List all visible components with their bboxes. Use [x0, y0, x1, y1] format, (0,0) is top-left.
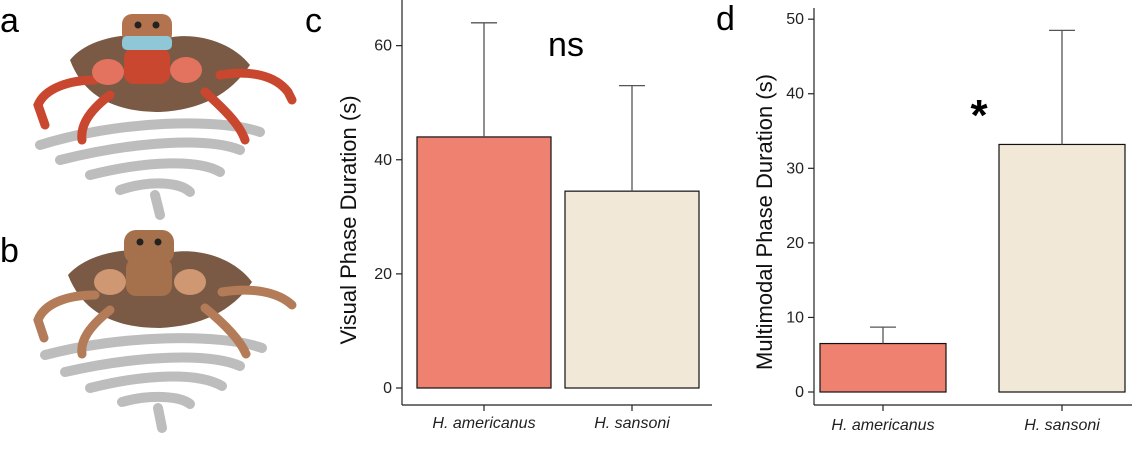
chart-c-error-bars: [471, 22, 645, 192]
y-tick-label: 10: [786, 309, 804, 326]
spider-illustration-americanus: [33, 14, 297, 220]
spider-a-band: [122, 36, 172, 50]
y-tick-label: 60: [374, 38, 392, 55]
x-category-label: H. sansoni: [1024, 417, 1100, 434]
spider-b-head: [124, 230, 174, 264]
spider-b-chelicerae: [126, 258, 172, 296]
spider-b-shadow: [40, 333, 267, 433]
chart-c-significance: ns: [548, 26, 584, 64]
spider-b-legs: [33, 285, 297, 359]
spider-a-pedipalp-right: [170, 57, 202, 83]
spider-b-eye-left: [136, 238, 144, 246]
x-category-label: H. americanus: [831, 417, 934, 434]
spider-b-pedipalp-left: [94, 269, 126, 295]
spider-b-eye-right: [154, 238, 162, 246]
panel-letter-b: b: [0, 232, 19, 270]
chart-d-ylabel: Multimodal Phase Duration (s): [752, 74, 777, 370]
bar-americanus: [819, 342, 947, 393]
chart-visual-phase: Visual Phase Duration (s) 0 20 40 60 H. ame…: [336, 0, 712, 432]
spider-a-shadow: [35, 118, 265, 220]
spider-a-chelicerae: [124, 48, 170, 84]
y-tick-label: 40: [374, 152, 392, 169]
panel-letter-d: d: [716, 0, 735, 38]
bar-americanus: [416, 136, 552, 389]
chart-c-ticks: 0 20 40 60: [374, 38, 402, 397]
chart-c-bars: [416, 136, 700, 389]
y-tick-label: 30: [786, 160, 804, 177]
chart-c-category-labels: H. americanus H. sansoni: [432, 405, 670, 432]
chart-d-ticks: 0 10 20 30 40 50: [786, 11, 814, 401]
x-category-label: H. sansoni: [594, 415, 670, 432]
chart-d-bars: [819, 143, 1126, 393]
spider-a-eye-left: [134, 21, 142, 29]
y-tick-label: 50: [786, 11, 804, 28]
bar-sansoni: [564, 190, 700, 389]
chart-c-ylabel: Visual Phase Duration (s): [336, 95, 361, 344]
spider-illustration-sansoni: [33, 230, 297, 433]
panel-letter-a: a: [0, 2, 19, 40]
chart-multimodal-phase: Multimodal Phase Duration (s) 0 10 20 30 40 5…: [752, 8, 1132, 434]
spider-a-eye-right: [152, 21, 160, 29]
y-tick-label: 40: [786, 86, 804, 103]
chart-d-category-labels: H. americanus H. sansoni: [831, 405, 1100, 434]
y-tick-label: 0: [795, 384, 804, 401]
spider-b-pedipalp-right: [174, 269, 206, 295]
spider-a-legs: [33, 68, 297, 145]
y-tick-label: 20: [786, 235, 804, 252]
chart-d-error-bars: [870, 29, 1075, 344]
bar-sansoni: [998, 143, 1126, 393]
chart-d-significance: *: [970, 91, 988, 140]
panel-letter-c: c: [305, 2, 322, 40]
spider-a-pedipalp-left: [92, 59, 124, 85]
x-category-label: H. americanus: [432, 415, 535, 432]
y-tick-label: 0: [383, 380, 392, 397]
y-tick-label: 20: [374, 266, 392, 283]
